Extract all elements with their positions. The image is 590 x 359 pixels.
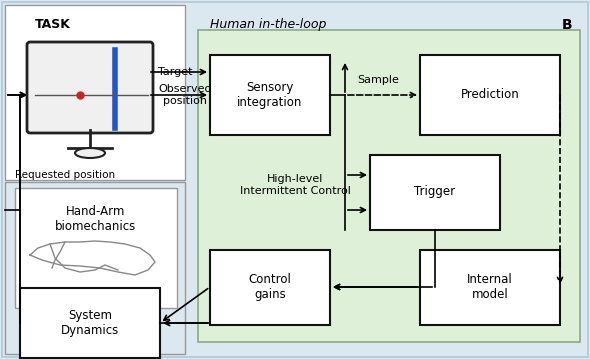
Bar xyxy=(5,182,185,354)
Text: Control
gains: Control gains xyxy=(248,273,291,301)
Text: B: B xyxy=(561,18,572,32)
Text: Requested position: Requested position xyxy=(15,170,115,180)
Text: System
Dynamics: System Dynamics xyxy=(61,309,119,337)
Bar xyxy=(210,55,330,135)
Bar xyxy=(5,5,185,180)
Text: Prediction: Prediction xyxy=(461,89,519,102)
Bar xyxy=(210,250,330,325)
Text: Sensory
integration: Sensory integration xyxy=(237,81,303,109)
Ellipse shape xyxy=(75,148,105,158)
Text: Human in-the-loop: Human in-the-loop xyxy=(210,18,326,31)
Text: Hand-Arm
biomechanics: Hand-Arm biomechanics xyxy=(55,205,137,233)
Text: TASK: TASK xyxy=(35,18,71,31)
Bar xyxy=(15,188,177,308)
Bar xyxy=(20,288,160,358)
Text: Observed
position: Observed position xyxy=(158,84,212,106)
Text: High-level
Intermittent Control: High-level Intermittent Control xyxy=(240,174,350,196)
Text: Target: Target xyxy=(158,67,192,77)
Text: Internal
model: Internal model xyxy=(467,273,513,301)
Bar xyxy=(198,30,580,342)
Bar xyxy=(420,55,560,135)
Text: Trigger: Trigger xyxy=(414,186,455,199)
Bar xyxy=(370,155,500,230)
Bar xyxy=(420,250,560,325)
FancyBboxPatch shape xyxy=(27,42,153,133)
Text: Sample: Sample xyxy=(357,75,399,85)
